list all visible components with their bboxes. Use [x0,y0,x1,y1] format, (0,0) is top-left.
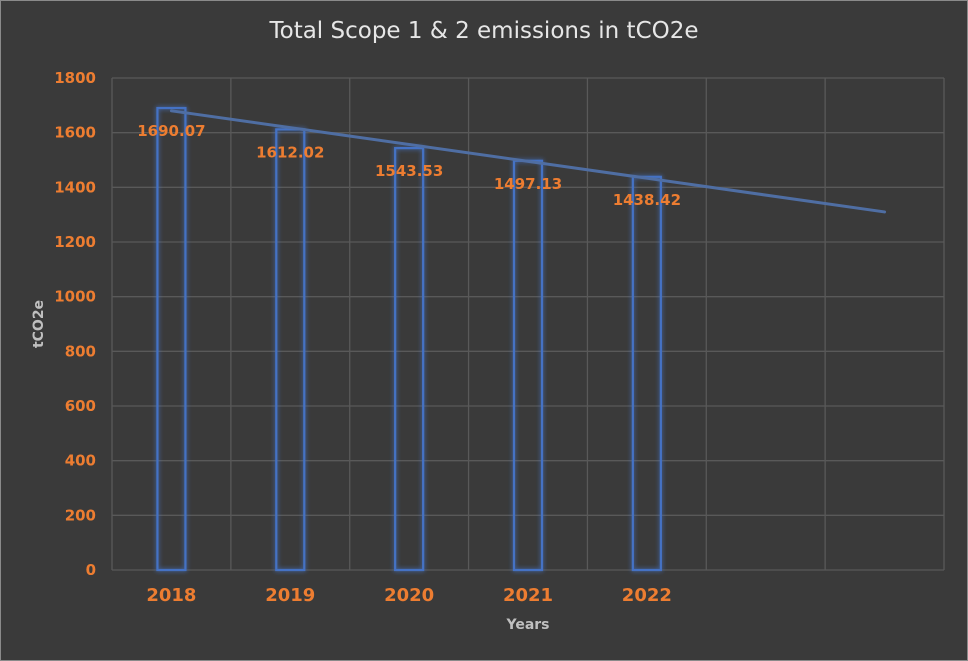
bar [512,159,544,572]
bar [394,147,425,572]
data-label: 1690.07 [137,122,205,140]
y-tick-label: 1600 [54,124,96,142]
x-tick-label: 2021 [503,585,553,606]
data-label: 1543.53 [375,162,443,180]
y-tick-label: 400 [65,452,96,470]
y-tick-label: 200 [65,506,96,524]
y-tick-label: 1800 [54,69,96,87]
x-tick-label: 2018 [146,585,196,606]
bar [631,175,662,572]
data-label: 1612.02 [256,143,324,161]
y-tick-label: 1000 [54,288,96,306]
trendline [169,109,887,214]
data-label: 1438.42 [613,191,681,209]
y-tick-label: 0 [86,561,96,579]
x-tick-label: 2019 [265,585,315,606]
y-tick-label: 600 [65,397,96,415]
y-tick-label: 800 [65,342,96,360]
y-tick-label: 1200 [54,233,96,251]
data-label: 1497.13 [494,175,562,193]
x-tick-label: 2020 [384,585,434,606]
bar [275,128,306,572]
bar [156,106,187,572]
y-tick-label: 1400 [54,178,96,196]
y-axis-title: tCO2e [31,300,47,348]
x-axis-title: Years [505,617,549,633]
chart-title: Total Scope 1 & 2 emissions in tCO2e [269,18,699,44]
x-tick-label: 2022 [622,585,672,606]
